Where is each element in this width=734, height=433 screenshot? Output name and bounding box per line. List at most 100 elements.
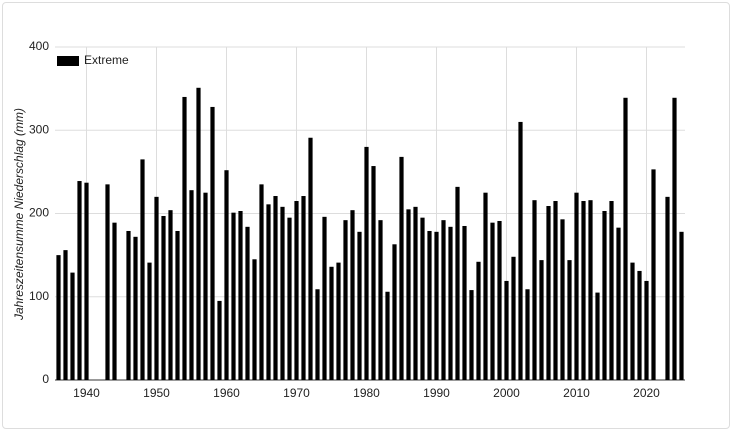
bar xyxy=(308,137,313,380)
bar xyxy=(665,196,670,380)
bar xyxy=(679,231,684,380)
bar xyxy=(637,270,642,380)
bar xyxy=(252,259,257,380)
bar xyxy=(231,212,236,380)
bar xyxy=(84,182,89,380)
y-tick-label: 200 xyxy=(29,206,49,220)
bar xyxy=(371,166,376,380)
y-axis-label: Jahreszeitensumme Niederschlag (mm) xyxy=(12,108,26,321)
bar xyxy=(413,206,418,380)
x-tick-label: 2000 xyxy=(493,386,520,400)
x-tick-label: 2020 xyxy=(633,386,660,400)
bar xyxy=(455,186,460,380)
x-tick-label: 1980 xyxy=(353,386,380,400)
bar xyxy=(476,261,481,380)
bar xyxy=(301,196,306,380)
x-tick-label: 1960 xyxy=(213,386,240,400)
bar xyxy=(539,260,544,380)
bar xyxy=(609,201,614,380)
bar xyxy=(217,300,222,380)
bar xyxy=(602,211,607,380)
bar xyxy=(203,192,208,380)
bar xyxy=(497,220,502,380)
bar xyxy=(616,227,621,380)
bar xyxy=(189,190,194,380)
bar xyxy=(280,206,285,380)
bar xyxy=(434,231,439,380)
bar xyxy=(112,222,117,380)
bar xyxy=(469,290,474,380)
card xyxy=(2,2,730,429)
bar xyxy=(462,225,467,380)
bar xyxy=(357,231,362,380)
bar xyxy=(210,106,215,380)
bar xyxy=(378,220,383,380)
bar xyxy=(588,200,593,380)
bar xyxy=(245,226,250,380)
bar xyxy=(504,280,509,380)
bar xyxy=(63,250,68,380)
bar xyxy=(518,121,523,381)
bar xyxy=(343,220,348,380)
bar xyxy=(483,192,488,380)
bar xyxy=(448,226,453,380)
bar xyxy=(525,289,530,380)
bar xyxy=(392,244,397,380)
bar xyxy=(147,262,152,380)
bar xyxy=(329,266,334,380)
bar xyxy=(567,260,572,380)
legend-label: Extreme xyxy=(84,53,129,67)
bar xyxy=(581,201,586,380)
bar xyxy=(574,192,579,380)
bar xyxy=(175,230,180,380)
bar xyxy=(595,292,600,380)
bar xyxy=(154,196,159,380)
bar xyxy=(287,217,292,380)
bar xyxy=(511,256,516,380)
x-tick-label: 1950 xyxy=(143,386,170,400)
bar xyxy=(399,156,404,380)
y-tick-label: 400 xyxy=(29,39,49,53)
bar xyxy=(56,255,61,380)
bar xyxy=(294,201,299,380)
bar xyxy=(441,220,446,380)
bar xyxy=(672,97,677,380)
bar xyxy=(182,96,187,380)
bar xyxy=(364,146,369,380)
bar xyxy=(266,204,271,380)
legend-swatch xyxy=(57,56,79,66)
x-tick-label: 2010 xyxy=(563,386,590,400)
bar xyxy=(546,206,551,380)
bar xyxy=(553,201,558,380)
bar xyxy=(77,181,82,380)
y-tick-label: 0 xyxy=(42,372,49,386)
x-tick-label: 1970 xyxy=(283,386,310,400)
bar xyxy=(427,230,432,380)
bar xyxy=(651,169,656,380)
bar xyxy=(224,170,229,380)
y-tick-label: 300 xyxy=(29,122,49,136)
bar xyxy=(350,210,355,380)
x-tick-label: 1940 xyxy=(73,386,100,400)
bar xyxy=(406,209,411,380)
bar xyxy=(259,184,264,380)
bar xyxy=(532,200,537,380)
bar xyxy=(273,196,278,380)
y-tick-label: 100 xyxy=(29,289,49,303)
bar xyxy=(644,280,649,380)
bar xyxy=(385,291,390,380)
bar xyxy=(70,272,75,380)
bar xyxy=(196,87,201,380)
bar xyxy=(322,216,327,380)
bar xyxy=(161,215,166,380)
bar xyxy=(133,236,138,380)
bar xyxy=(560,219,565,380)
bar xyxy=(315,289,320,380)
bar xyxy=(126,230,131,380)
bar xyxy=(336,262,341,380)
bar xyxy=(420,217,425,380)
bar xyxy=(490,222,495,380)
bar xyxy=(630,262,635,380)
bar xyxy=(105,184,110,380)
